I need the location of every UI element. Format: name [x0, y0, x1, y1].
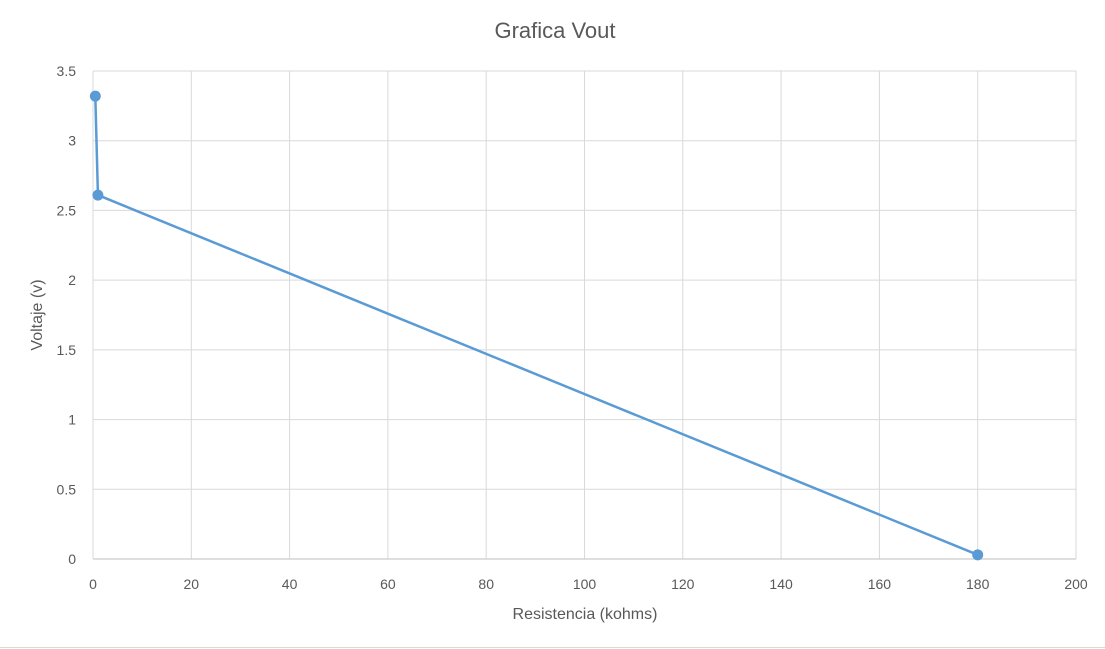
y-tick-label: 2.5 — [57, 202, 77, 218]
data-point — [92, 189, 104, 201]
x-tick-label: 120 — [671, 576, 695, 592]
data-point — [972, 549, 984, 561]
data-point — [89, 90, 101, 102]
y-tick-label: 1 — [68, 412, 76, 428]
x-tick-label: 200 — [1064, 576, 1088, 592]
x-tick-label: 80 — [478, 576, 494, 592]
ticks-layer: 0 20 40 60 80 100 120 140 160 180 200 0 0.5 1 1.5 2 2.5 3… — [57, 63, 1088, 592]
y-tick-label: 0.5 — [57, 481, 77, 497]
series-line — [94, 96, 979, 556]
x-tick-label: 140 — [769, 576, 793, 592]
x-tick-label: 100 — [573, 576, 597, 592]
axis-layer — [92, 71, 1076, 560]
y-tick-label: 3 — [68, 133, 76, 149]
x-tick-label: 40 — [282, 576, 298, 592]
x-tick-label: 20 — [184, 576, 200, 592]
y-tick-label: 3.5 — [57, 63, 77, 79]
x-tick-label: 180 — [966, 576, 990, 592]
y-axis-label: Voltaje (v) — [29, 279, 46, 350]
y-tick-label: 1.5 — [57, 342, 77, 358]
series-layer — [89, 90, 984, 561]
grid-layer — [93, 70, 1077, 559]
y-tick-label: 2 — [68, 272, 76, 288]
x-axis-label: Resistencia (kohms) — [513, 606, 658, 623]
x-tick-label: 0 — [89, 576, 97, 592]
y-tick-label: 0 — [68, 551, 76, 567]
x-tick-label: 60 — [380, 576, 396, 592]
x-tick-label: 160 — [868, 576, 892, 592]
chart-title: Grafica Vout — [494, 18, 615, 43]
